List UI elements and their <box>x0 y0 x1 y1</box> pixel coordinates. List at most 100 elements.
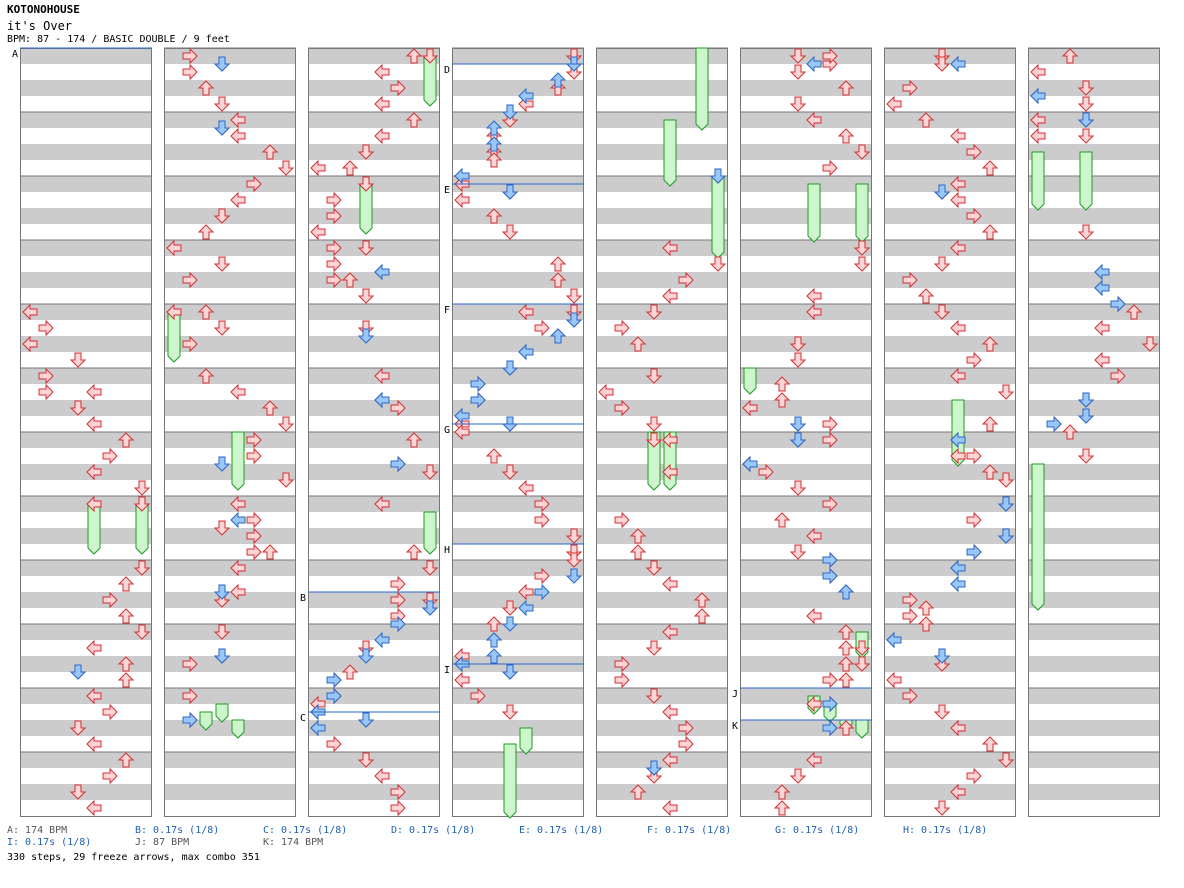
beat-stripe <box>1028 240 1160 256</box>
dance-arrow-icon <box>886 671 902 689</box>
legend-entry: B: 0.17s (1/8) <box>135 825 220 836</box>
dance-arrow-icon <box>86 415 102 433</box>
dance-arrow-icon <box>966 207 982 225</box>
chart-summary: 330 steps, 29 freeze arrows, max combo 3… <box>7 852 260 863</box>
dance-arrow-icon <box>230 583 246 601</box>
dance-arrow-icon <box>598 383 614 401</box>
dance-arrow-icon <box>390 591 406 609</box>
speed-change-label: C <box>300 713 306 724</box>
dance-arrow-icon <box>837 624 855 640</box>
dance-arrow-icon <box>86 799 102 817</box>
dance-arrow-icon <box>86 463 102 481</box>
dance-arrow-icon <box>950 239 966 257</box>
dance-arrow-icon <box>470 687 486 705</box>
dance-arrow-icon <box>933 704 951 720</box>
dance-arrow-icon <box>117 432 135 448</box>
dance-arrow-icon <box>678 735 694 753</box>
legend-entry: G: 0.17s (1/8) <box>775 825 860 836</box>
dance-arrow-icon <box>341 160 359 176</box>
beat-stripe <box>740 624 872 640</box>
dance-arrow-icon <box>1125 304 1143 320</box>
beat-stripe <box>20 752 152 768</box>
dance-arrow-icon <box>917 112 935 128</box>
legend-entry: J: 87 BPM <box>135 837 190 848</box>
beat-stripe <box>164 688 296 704</box>
dance-arrow-icon <box>38 383 54 401</box>
freeze-arrow-icon <box>647 431 661 491</box>
dance-arrow-icon <box>390 455 406 473</box>
dance-arrow-icon <box>230 511 246 529</box>
beat-stripe <box>20 656 152 672</box>
dance-arrow-icon <box>1030 87 1046 105</box>
dance-arrow-icon <box>197 80 215 96</box>
dance-arrow-icon <box>933 648 951 664</box>
beat-stripe <box>164 336 296 352</box>
dance-arrow-icon <box>822 495 838 513</box>
dance-arrow-icon <box>645 432 663 448</box>
dance-arrow-icon <box>789 416 807 432</box>
dance-arrow-icon <box>117 576 135 592</box>
dance-arrow-icon <box>182 687 198 705</box>
dance-arrow-icon <box>213 256 231 272</box>
dance-arrow-icon <box>213 208 231 224</box>
beat-stripe <box>740 304 872 320</box>
beat-stripe <box>596 176 728 192</box>
dance-arrow-icon <box>341 272 359 288</box>
beat-stripe <box>884 400 1016 416</box>
legend-entry: C: 0.17s (1/8) <box>263 825 348 836</box>
dance-arrow-icon <box>405 112 423 128</box>
column-border <box>164 48 296 817</box>
freeze-body <box>519 727 533 755</box>
dance-arrow-icon <box>933 800 951 816</box>
beat-stripe <box>164 304 296 320</box>
dance-arrow-icon <box>86 639 102 657</box>
dance-arrow-icon <box>773 800 791 816</box>
dance-arrow-icon <box>693 608 711 624</box>
dance-arrow-icon <box>485 632 503 648</box>
freeze-arrow-icon <box>663 119 677 187</box>
beat-stripe <box>740 80 872 96</box>
beat-stripe <box>308 624 440 640</box>
beat-stripe <box>164 784 296 800</box>
dance-arrow-icon <box>837 584 855 600</box>
beat-stripe <box>1028 304 1160 320</box>
dance-arrow-icon <box>997 752 1015 768</box>
dance-arrow-icon <box>246 447 262 465</box>
beat-stripe <box>596 432 728 448</box>
dance-arrow-icon <box>357 328 375 344</box>
beat-stripe <box>596 144 728 160</box>
beat-stripe <box>740 48 872 64</box>
dance-arrow-icon <box>645 760 663 776</box>
beat-stripe <box>596 80 728 96</box>
dance-arrow-icon <box>950 575 966 593</box>
dance-arrow-icon <box>133 560 151 576</box>
beat-stripe <box>308 80 440 96</box>
dance-arrow-icon <box>614 511 630 529</box>
dance-arrow-icon <box>1077 80 1095 96</box>
beat-stripe <box>452 592 584 608</box>
beat-stripe <box>20 400 152 416</box>
beat-stripe <box>308 48 440 64</box>
dance-arrow-icon <box>374 263 390 281</box>
dance-arrow-icon <box>806 287 822 305</box>
freeze-body <box>1079 151 1093 211</box>
beat-stripe <box>884 432 1016 448</box>
dance-arrow-icon <box>357 648 375 664</box>
beat-stripe <box>20 112 152 128</box>
dance-arrow-icon <box>917 616 935 632</box>
beat-stripe <box>452 368 584 384</box>
beat-stripe <box>1028 368 1160 384</box>
dance-arrow-icon <box>454 167 470 185</box>
dance-arrow-icon <box>662 463 678 481</box>
beat-stripe <box>1028 592 1160 608</box>
chart-info: BPM: 87 - 174 / BASIC DOUBLE / 9 feet <box>7 34 230 45</box>
beat-stripe <box>740 176 872 192</box>
legend-entry: K: 174 BPM <box>263 837 324 848</box>
freeze-arrow-icon <box>807 183 821 243</box>
dance-arrow-icon <box>518 343 534 361</box>
beat-stripe <box>20 560 152 576</box>
dance-arrow-icon <box>789 336 807 352</box>
freeze-arrow-icon <box>1079 151 1093 211</box>
dance-arrow-icon <box>102 703 118 721</box>
dance-arrow-icon <box>981 464 999 480</box>
